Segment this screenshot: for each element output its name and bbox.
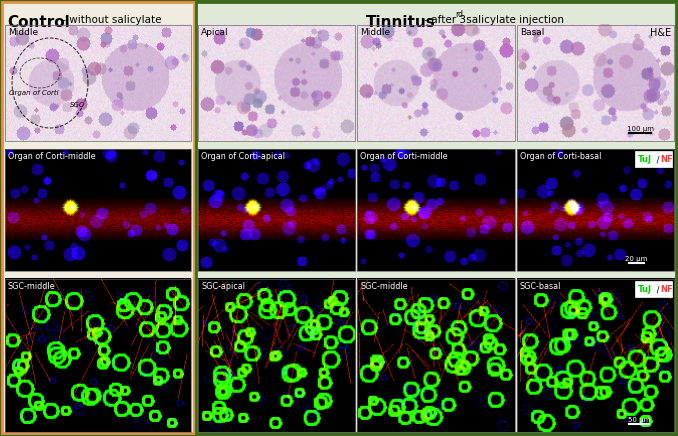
FancyBboxPatch shape [2,2,194,433]
FancyBboxPatch shape [635,281,672,297]
Text: Apical: Apical [201,28,228,37]
Text: rd: rd [455,10,463,19]
Text: 20 μm: 20 μm [625,256,647,262]
Text: /: / [654,285,662,294]
Text: NF: NF [660,155,673,164]
Text: Basal: Basal [519,28,544,37]
Text: salicylate injection: salicylate injection [463,15,564,25]
Text: Organ of Corti-middle: Organ of Corti-middle [360,152,448,161]
Text: Control: Control [7,15,70,30]
Text: SGC: SGC [70,102,85,108]
Text: Organ of Corti: Organ of Corti [9,90,58,96]
Text: SGC-middle: SGC-middle [360,282,408,291]
Text: SGC-basal: SGC-basal [519,282,561,291]
Text: SGC-middle: SGC-middle [8,282,56,291]
Text: Middle: Middle [8,28,38,37]
Text: Organ of Corti-middle: Organ of Corti-middle [8,152,96,161]
FancyBboxPatch shape [196,2,676,433]
Text: TuJ: TuJ [638,155,652,164]
Text: H&E: H&E [650,28,671,38]
Text: TuJ: TuJ [638,285,652,294]
FancyBboxPatch shape [635,151,672,167]
Text: 50 μm: 50 μm [628,417,650,423]
Text: /: / [654,155,662,164]
Text: Tinnitus: Tinnitus [366,15,436,30]
Text: Organ of Corti-basal: Organ of Corti-basal [519,152,601,161]
Text: - after 3: - after 3 [421,15,466,25]
Text: - without salicylate: - without salicylate [59,15,161,25]
Text: NF: NF [660,285,673,294]
Text: 100 μm: 100 μm [626,126,654,132]
Text: Middle: Middle [360,28,391,37]
Text: Organ of Corti-apical: Organ of Corti-apical [201,152,285,161]
Text: SGC-apical: SGC-apical [201,282,245,291]
